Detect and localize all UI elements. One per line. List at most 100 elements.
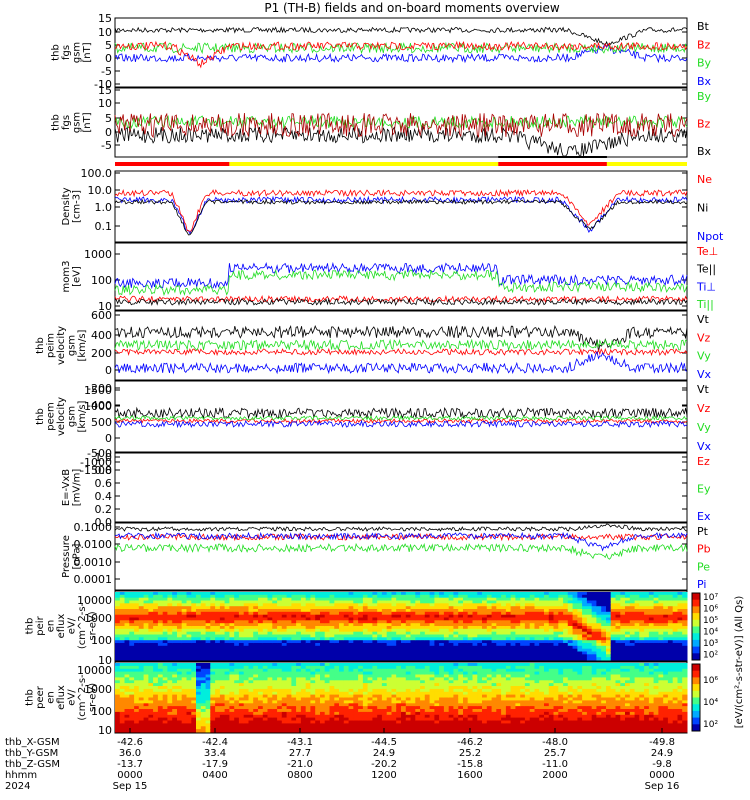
ion-spectrogram-cell: [315, 640, 321, 644]
ion-spectrogram-cell: [181, 640, 187, 644]
ion-spectrogram-cell: [320, 648, 326, 652]
ion-spectrogram-cell: [353, 611, 359, 616]
ion-spectrogram-cell: [534, 648, 540, 652]
electron-spectrogram-cell: [138, 714, 145, 719]
electron-spectrogram-cell: [429, 683, 435, 687]
ion-spectrogram-cell: [472, 603, 478, 607]
ion-spectrogram-cell: [429, 614, 435, 618]
ion-spectrogram-cell: [334, 603, 340, 607]
y-axis-label-line: en: [46, 620, 57, 633]
ion-spectrogram-cell: [429, 623, 435, 627]
ion-spectrogram-cell: [181, 594, 187, 599]
ion-spectrogram-cell: [505, 634, 512, 638]
electron-spectrogram-cell: [138, 680, 145, 684]
ion-spectrogram-cell: [477, 606, 483, 610]
ion-spectrogram-cell: [196, 657, 202, 661]
ion-spectrogram-cell: [386, 637, 392, 641]
electron-spectrogram-cell: [386, 729, 392, 733]
electron-spectrogram-cell: [129, 686, 135, 690]
electron-spectrogram-cell: [415, 717, 421, 721]
ion-spectrogram-cell: [634, 643, 640, 647]
ion-spectrogram-cell: [582, 614, 588, 618]
ion-spectrogram-cell: [296, 637, 302, 641]
ion-spectrogram-cell: [658, 645, 664, 650]
ion-spectrogram-cell: [367, 657, 373, 661]
electron-spectrogram-cell: [410, 714, 416, 719]
y-tick-label: 1000: [84, 683, 112, 696]
panel-vi-ylabel: thb peim velocity gsm [km/s]: [35, 326, 88, 365]
electron-spectrogram-cell: [458, 674, 464, 678]
ion-spectrogram-cell: [343, 603, 350, 607]
electron-spectrogram-cell: [253, 683, 259, 687]
ion-spectrogram-cell: [625, 654, 631, 658]
ion-spectrogram-cell: [334, 628, 340, 633]
electron-spectrogram-cell: [124, 686, 130, 690]
ion-spectrogram-cell: [443, 600, 450, 604]
ion-spectrogram-cell: [119, 645, 126, 650]
ion-spectrogram-cell: [505, 597, 512, 601]
electron-spectrogram-cell: [453, 683, 459, 687]
ion-spectrogram-cell: [358, 634, 364, 638]
electron-spectrogram-cell: [143, 694, 149, 698]
ion-spectrogram-cell: [200, 592, 207, 596]
ion-spectrogram-cell: [505, 640, 512, 644]
ion-spectrogram-cell: [157, 609, 164, 613]
ion-spectrogram-cell: [315, 594, 321, 599]
ion-spectrogram-cell: [606, 645, 612, 650]
ion-spectrogram-cell: [262, 617, 269, 621]
electron-spectrogram-cell: [334, 729, 340, 733]
ion-spectrogram-cell: [553, 634, 559, 638]
ion-spectrogram-cell: [615, 603, 621, 607]
electron-spectrogram-cell: [334, 720, 340, 724]
ion-spectrogram-cell: [119, 594, 126, 599]
electron-spectrogram-cell: [467, 717, 473, 721]
electron-spectrogram-cell: [472, 720, 478, 724]
ion-spectrogram-cell: [625, 609, 631, 613]
electron-spectrogram-cell: [219, 688, 226, 693]
electron-spectrogram-cell: [119, 729, 126, 733]
ion-spectrogram-cell: [253, 609, 259, 613]
ion-spectrogram-cell: [267, 637, 273, 641]
electron-spectrogram-cell: [329, 697, 335, 701]
ion-spectrogram-cell: [677, 617, 683, 621]
electron-spectrogram-cell: [267, 711, 273, 716]
ion-spectrogram-cell: [157, 645, 164, 650]
ion-spectrogram-cell: [177, 648, 183, 652]
ion-spectrogram-cell: [391, 631, 397, 635]
ion-spectrogram-cell: [567, 620, 574, 624]
electron-spectrogram-cell: [358, 680, 364, 684]
electron-spectrogram-cell: [415, 706, 421, 710]
series-Bz: [114, 40, 688, 69]
ion-spectrogram-cell: [572, 614, 578, 618]
ion-spectrogram-cell: [310, 623, 316, 627]
ion-spectrogram-cell: [258, 643, 264, 647]
y-tick-label: 1.0: [95, 201, 113, 214]
electron-spectrogram-cell: [339, 688, 345, 693]
electron-spectrogram-cell: [391, 691, 397, 696]
electron-spectrogram-cell: [353, 683, 359, 687]
ion-spectrogram-cell: [653, 640, 659, 644]
electron-spectrogram-cell: [443, 697, 450, 701]
electron-spectrogram-cell: [453, 726, 459, 730]
electron-spectrogram-cell: [448, 688, 454, 693]
ion-spectrogram-cell: [572, 597, 578, 601]
electron-spectrogram-cell: [162, 671, 168, 675]
ion-spectrogram-cell: [443, 611, 450, 616]
ion-spectrogram-cell: [157, 626, 164, 630]
ion-spectrogram-cell: [238, 640, 245, 644]
electron-spectrogram-cell: [477, 691, 483, 696]
electron-spectrogram-cell: [296, 671, 302, 675]
electron-spectrogram-cell: [200, 700, 207, 704]
electron-spectrogram-cell: [157, 677, 164, 681]
ion-spectrogram-cell: [667, 623, 674, 627]
ion-spectrogram-cell: [639, 609, 645, 613]
electron-spectrogram-cell: [281, 668, 288, 673]
electron-spectrogram-cell: [272, 694, 278, 698]
ion-spectrogram-cell: [272, 651, 278, 655]
ion-spectrogram-cell: [205, 645, 211, 650]
ion-spectrogram-cell: [486, 640, 493, 644]
ion-spectrogram-cell: [615, 637, 621, 641]
electron-spectrogram-cell: [381, 706, 388, 710]
electron-spectrogram-cell: [272, 691, 278, 696]
